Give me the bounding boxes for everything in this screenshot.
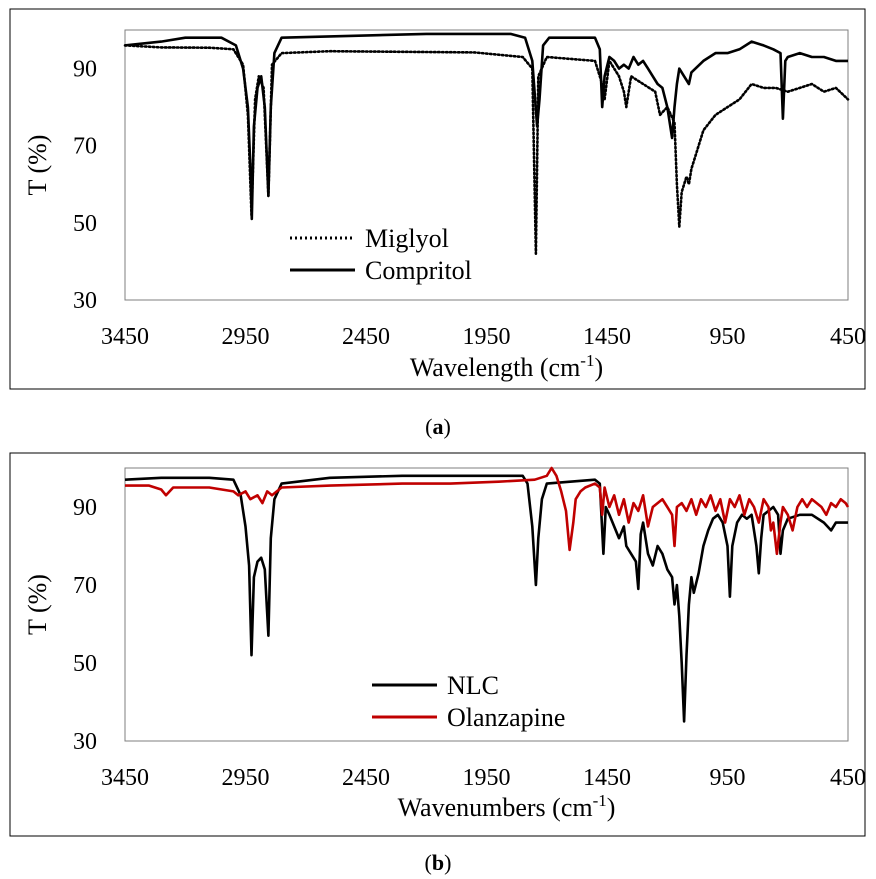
chart-a-ylabel: T (%) bbox=[23, 135, 52, 196]
chart-a-frame bbox=[9, 8, 866, 390]
chart-a-xlabel: Wavelength (cm-1) bbox=[410, 351, 603, 382]
chart-a-plot-area bbox=[124, 29, 849, 301]
panel-caption-a: (a) bbox=[425, 414, 451, 439]
chart-b-xtick-label: 1950 bbox=[463, 765, 511, 791]
chart-panel-b: 30 50 70 90 3450 2950 2450 1950 1450 950 450 T (%) W… bbox=[0, 451, 876, 841]
chart-a-series-compritol-line bbox=[124, 32, 848, 221]
chart-a-xtick-label: 1950 bbox=[463, 324, 511, 350]
chart-b-series-olanzapine-line bbox=[125, 466, 850, 556]
chart-a-ytick-label: 30 bbox=[73, 288, 97, 314]
chart-b-series-nlc-line bbox=[124, 474, 848, 723]
chart-a-ytick-label: 90 bbox=[73, 57, 97, 83]
chart-b-legend-label-nlc: NLC bbox=[447, 671, 499, 700]
panel-caption-b-letter: b bbox=[431, 850, 445, 875]
chart-a-svg: 30 50 70 90 3450 2950 2450 1950 1450 950 450 T (%) W… bbox=[9, 8, 866, 390]
chart-a-ytick-label: 70 bbox=[73, 134, 97, 160]
chart-a-xtick-label: 2450 bbox=[342, 324, 390, 350]
chart-b-legend-label-olanzapine: Olanzapine bbox=[447, 703, 565, 732]
chart-b-plot-area bbox=[124, 467, 849, 742]
chart-panel-a: 30 50 70 90 3450 2950 2450 1950 1450 950 450 T (%) W… bbox=[0, 0, 876, 400]
chart-b-ytick-label: 30 bbox=[73, 729, 97, 755]
chart-a-xtick-label: 1450 bbox=[583, 324, 631, 350]
chart-a-xtick-label: 950 bbox=[710, 324, 746, 350]
chart-b-xtick-label: 3450 bbox=[101, 765, 149, 791]
chart-b-xtick-label: 1450 bbox=[583, 765, 631, 791]
chart-b-ylabel: T (%) bbox=[23, 574, 52, 635]
chart-b-xtick-label: 2450 bbox=[342, 765, 390, 791]
chart-b-xtick-label: 950 bbox=[710, 765, 746, 791]
panel-caption-b: (b) bbox=[424, 850, 452, 875]
chart-b-ytick-label: 70 bbox=[73, 573, 97, 599]
chart-a-xtick-label: 3450 bbox=[101, 324, 149, 350]
chart-b-svg: 30 50 70 90 3450 2950 2450 1950 1450 950 450 T (%) W… bbox=[9, 452, 866, 837]
chart-b-ytick-label: 90 bbox=[73, 495, 97, 521]
chart-b-frame bbox=[9, 452, 866, 837]
chart-b-xtick-label: 2950 bbox=[222, 765, 270, 791]
panel-caption-a-letter: a bbox=[432, 414, 444, 439]
chart-a-ytick-label: 50 bbox=[73, 211, 97, 237]
chart-a-xtick-label: 450 bbox=[830, 324, 866, 350]
chart-a-series-miglyol-line bbox=[123, 44, 850, 255]
chart-b-xtick-label: 450 bbox=[830, 765, 866, 791]
chart-b-xlabel: Wavenumbers (cm-1) bbox=[398, 791, 616, 822]
chart-a-xtick-label: 2950 bbox=[222, 324, 270, 350]
chart-b-ytick-label: 50 bbox=[73, 651, 97, 677]
chart-a-legend-label-miglyol: Miglyol bbox=[365, 224, 449, 253]
chart-a-legend-label-compritol: Compritol bbox=[365, 256, 472, 285]
